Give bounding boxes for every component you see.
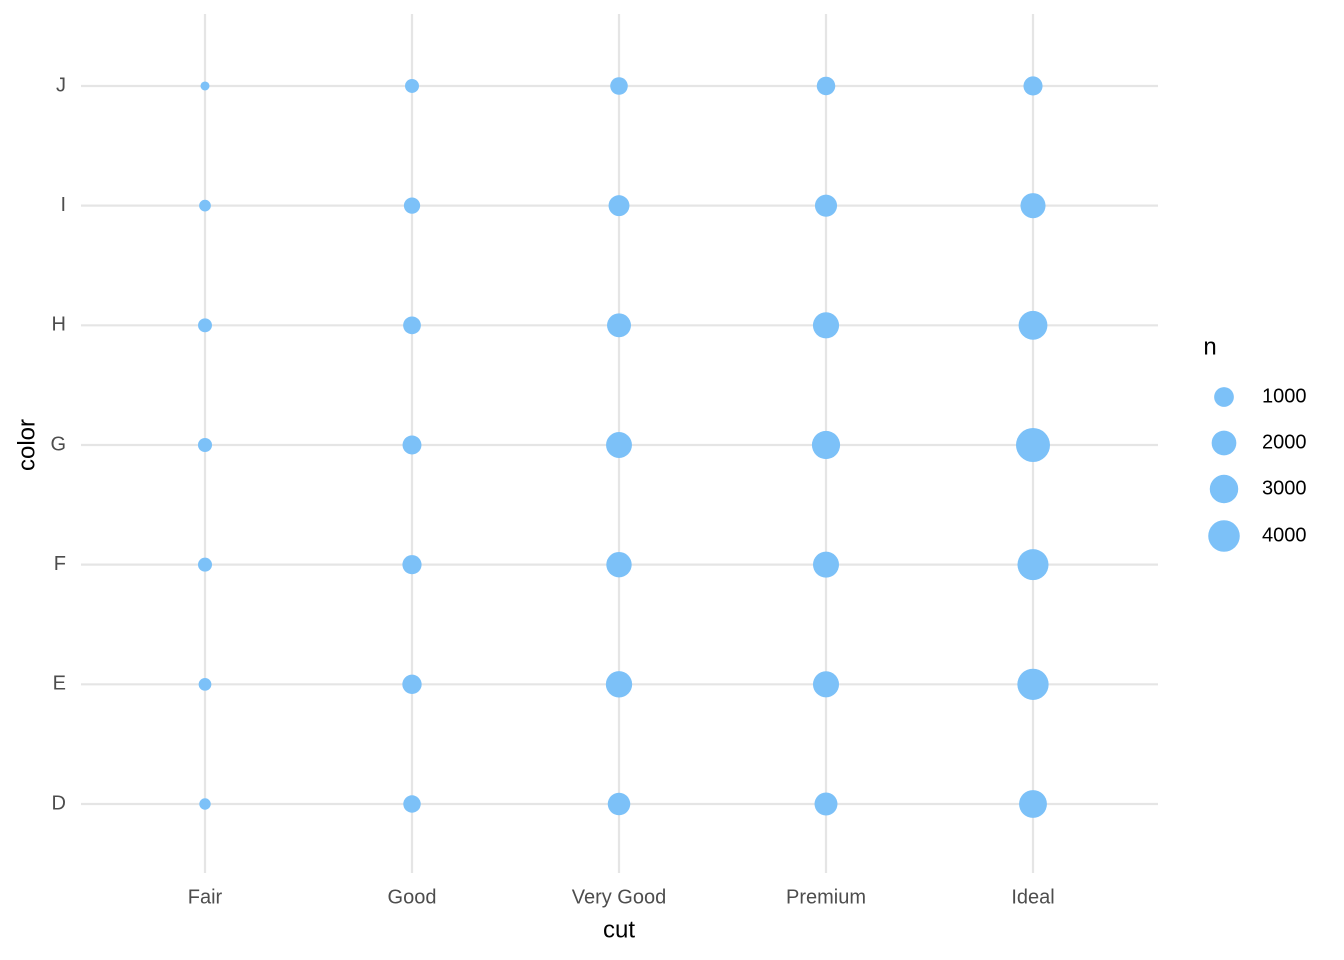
x-tick-label: Good: [388, 886, 437, 908]
bubble: [607, 313, 631, 338]
bubble: [1017, 549, 1049, 581]
legend-label: 2000: [1262, 431, 1307, 453]
bubble: [197, 557, 213, 572]
bubble: [200, 81, 210, 91]
x-tick-label: Very Good: [572, 886, 667, 908]
bubble: [606, 432, 632, 458]
bubble: [1023, 76, 1043, 96]
bubble: [1020, 193, 1046, 219]
bubble: [402, 555, 422, 575]
bubble: [1018, 310, 1048, 340]
bubble: [198, 677, 212, 691]
bubble: [197, 437, 213, 453]
bubble: [1016, 427, 1050, 462]
bubble: [608, 195, 630, 217]
legend-key: [1211, 430, 1237, 456]
bubble: [198, 318, 212, 333]
bubble: [1019, 790, 1047, 818]
bubble: [816, 76, 836, 96]
bubble: [812, 312, 840, 339]
legend-key: [1209, 474, 1239, 504]
bubble: [405, 78, 419, 93]
legend-key: [1214, 387, 1234, 407]
bubble: [607, 792, 631, 816]
bubble: [199, 199, 211, 212]
bubble: [811, 430, 841, 460]
bubble: [402, 674, 422, 694]
legend-title: n: [1203, 333, 1216, 360]
legend-label: 4000: [1262, 524, 1307, 546]
bubble: [814, 194, 838, 217]
y-tick-label: G: [50, 433, 66, 455]
bubble: [812, 551, 840, 578]
bubble: [199, 798, 211, 810]
legend-key: [1208, 520, 1240, 552]
bubble: [403, 197, 421, 214]
bubble: [403, 795, 421, 813]
y-tick-label: I: [60, 194, 66, 216]
y-tick-label: D: [52, 792, 66, 814]
y-axis-title: color: [13, 419, 40, 471]
bubble: [605, 671, 633, 698]
bubble: [402, 435, 422, 455]
x-tick-label: Premium: [786, 886, 866, 908]
bubble: [403, 316, 421, 335]
bubble: [812, 671, 840, 698]
y-tick-label: E: [53, 673, 66, 695]
x-axis-title: cut: [603, 916, 635, 943]
legend-label: 3000: [1262, 477, 1307, 499]
y-tick-label: H: [52, 314, 66, 336]
bubble: [610, 77, 628, 95]
bubble: [1017, 668, 1049, 700]
x-tick-label: Ideal: [1011, 886, 1054, 908]
legend-label: 1000: [1262, 385, 1307, 407]
x-tick-label: Fair: [188, 886, 223, 908]
y-tick-label: F: [54, 553, 66, 575]
bubble: [814, 792, 838, 816]
y-tick-label: J: [56, 74, 66, 96]
bubble: [606, 551, 632, 578]
